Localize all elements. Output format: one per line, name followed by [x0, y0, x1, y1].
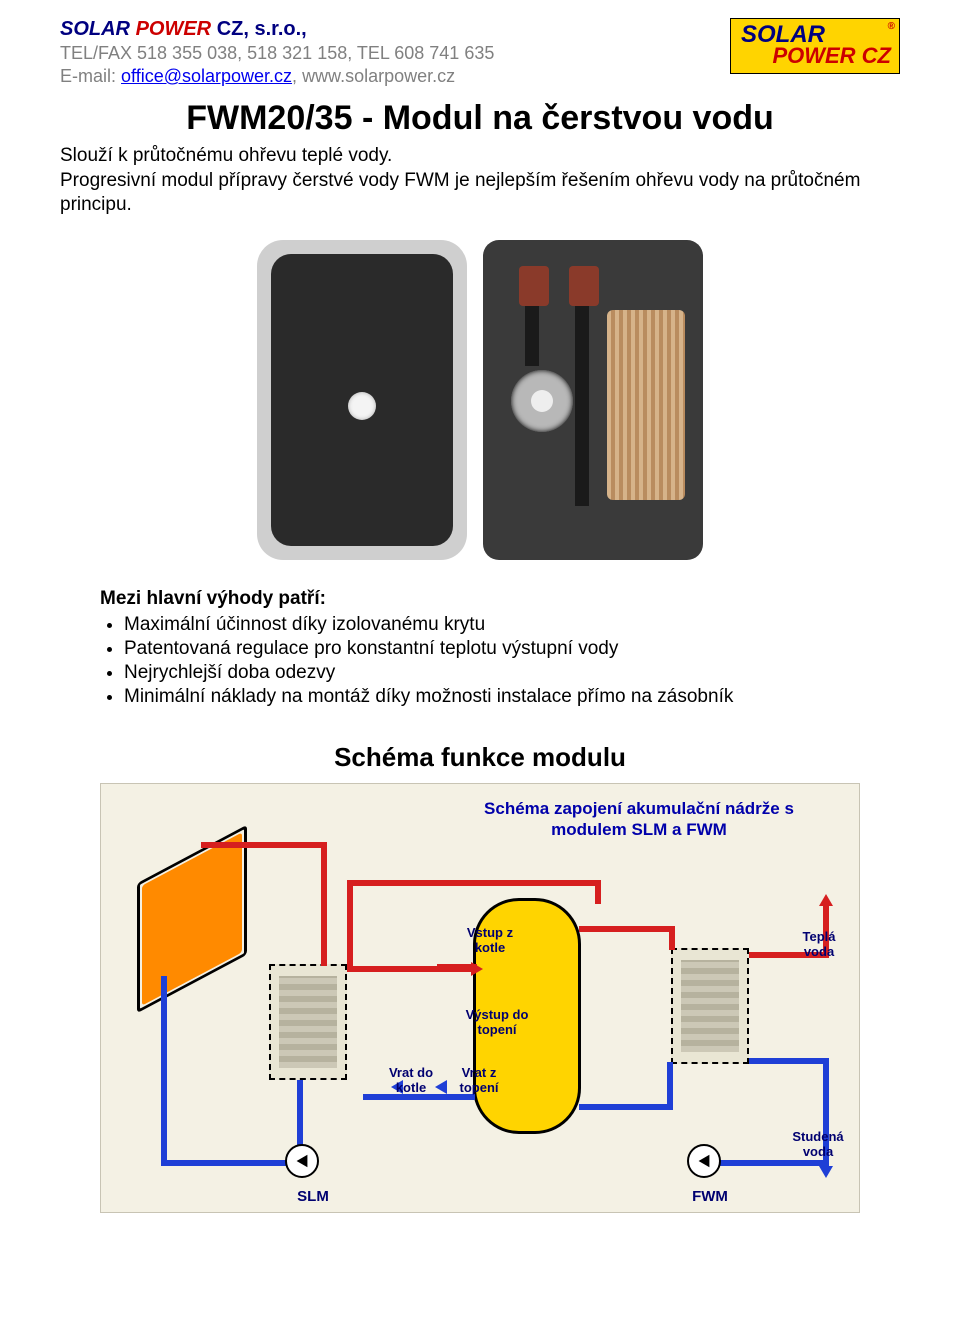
advantages-list: Maximální účinnost díky izolovanému kryt… — [124, 614, 900, 708]
fitting-icon — [569, 266, 599, 306]
pipe-icon — [525, 306, 539, 366]
pump-icon — [511, 370, 573, 432]
company-solar: SOLAR — [60, 18, 136, 40]
knob-icon — [348, 392, 376, 420]
advantages-section: Mezi hlavní výhody patří: Maximální účin… — [100, 588, 900, 708]
pump-icon — [687, 1144, 721, 1178]
cold-pipe — [667, 1062, 673, 1110]
advantages-heading: Mezi hlavní výhody patří: — [100, 588, 900, 610]
pump-icon — [285, 1144, 319, 1178]
diagram-caption: Schéma zapojení akumulační nádrže s modu… — [459, 798, 819, 841]
company-power: POWER — [136, 18, 217, 40]
label-hot-water: Teplá voda — [789, 930, 849, 960]
list-item: Nejrychlejší doba odezvy — [124, 662, 900, 684]
product-photo-closed — [257, 240, 467, 560]
header-left: SOLAR POWER CZ, s.r.o., TEL/FAX 518 355 … — [60, 18, 730, 87]
collector-frame — [137, 825, 247, 1013]
registered-icon: ® — [888, 21, 895, 32]
arrow-icon — [819, 1166, 833, 1178]
cold-pipe — [161, 1160, 303, 1166]
tel-line: TEL/FAX 518 355 038, 518 321 158, TEL 60… — [60, 43, 730, 64]
hot-pipe — [347, 880, 599, 886]
label-boiler-in: Vstup z kotle — [455, 926, 525, 956]
logo-line2: POWER CZ — [772, 43, 891, 69]
label-slm: SLM — [289, 1188, 337, 1205]
label-cold-water: Studená voda — [781, 1130, 855, 1160]
list-item: Patentovaná regulace pro konstantní tepl… — [124, 638, 900, 660]
hot-pipe — [347, 880, 353, 972]
list-item: Minimální náklady na montáž díky možnost… — [124, 686, 900, 708]
fins-icon — [681, 960, 739, 1052]
fwm-module-icon — [671, 948, 749, 1064]
arrow-icon — [819, 894, 833, 906]
schema-diagram: Schéma zapojení akumulační nádrže s modu… — [100, 783, 860, 1213]
email-label: E-mail: — [60, 66, 121, 86]
logo: ® SOLAR POWER CZ — [730, 18, 900, 74]
hot-pipe — [347, 966, 473, 972]
pipe-icon — [575, 306, 589, 506]
company-name: SOLAR POWER CZ, s.r.o., — [60, 18, 730, 41]
email-link[interactable]: office@solarpower.cz — [121, 66, 292, 86]
schema-title: Schéma funkce modulu — [60, 742, 900, 773]
list-item: Maximální účinnost díky izolovanému kryt… — [124, 614, 900, 636]
separator: , — [292, 66, 302, 86]
cold-pipe — [579, 1104, 673, 1110]
hot-pipe — [579, 926, 675, 932]
product-photo-open — [483, 240, 703, 560]
hot-pipe — [595, 880, 601, 904]
cold-pipe — [749, 1058, 829, 1064]
cold-pipe — [161, 976, 167, 1166]
hot-pipe — [321, 842, 327, 966]
contact-line: E-mail: office@solarpower.cz, www.solarp… — [60, 66, 730, 87]
hot-pipe — [201, 842, 327, 848]
hot-pipe — [669, 926, 675, 950]
page-title: FWM20/35 - Modul na čerstvou vodu — [60, 99, 900, 138]
company-suffix: CZ, s.r.o., — [217, 18, 307, 40]
slm-module-icon — [269, 964, 347, 1080]
product-photos — [60, 240, 900, 560]
label-heat-out: Výstup do topení — [457, 1008, 537, 1038]
intro-paragraph: Slouží k průtočnému ohřevu teplé vody. P… — [60, 144, 900, 218]
web-link[interactable]: www.solarpower.cz — [302, 66, 455, 86]
label-heat-ret: Vrat z topení — [449, 1066, 509, 1096]
arrow-icon — [471, 962, 483, 976]
solar-collector-icon — [137, 825, 247, 1013]
label-fwm: FWM — [681, 1188, 739, 1205]
fitting-icon — [519, 266, 549, 306]
page-header: SOLAR POWER CZ, s.r.o., TEL/FAX 518 355 … — [60, 18, 900, 87]
fins-icon — [279, 976, 337, 1068]
label-boiler-ret: Vrat do kotle — [381, 1066, 441, 1096]
heat-exchanger-icon — [607, 310, 685, 500]
